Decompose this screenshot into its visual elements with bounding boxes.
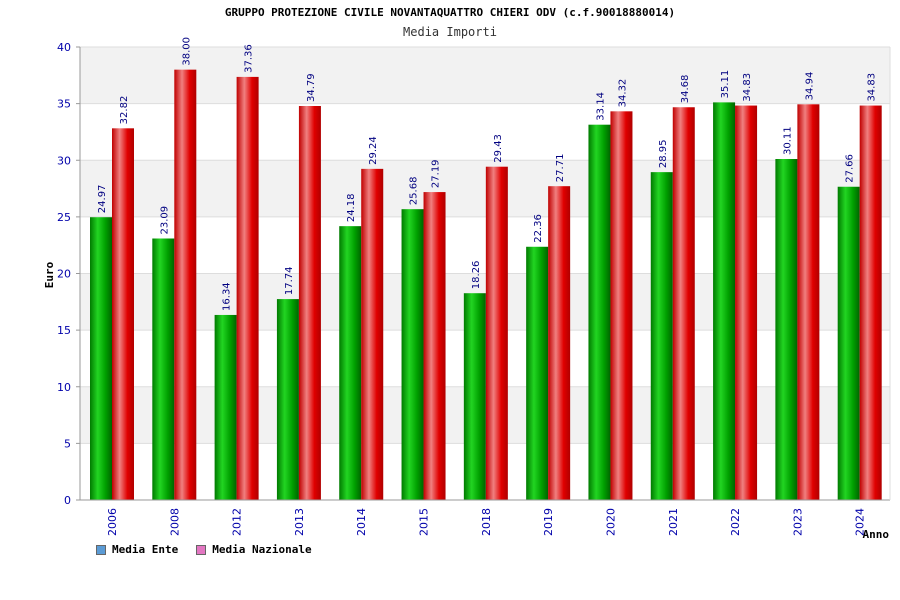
bar-media-ente-2022 [713, 102, 736, 501]
bar-media-nazionale-2015 [423, 192, 446, 501]
bar-media-nazionale-2023 [797, 104, 820, 500]
value-label-media-ente-2014: 24.18 [346, 194, 357, 223]
legend-label-media-ente: Media Ente [112, 543, 179, 556]
value-label-media-ente-2023: 30.11 [782, 126, 793, 155]
chart-subtitle: Media Importi [403, 25, 497, 39]
legend-swatch-media-ente [96, 544, 106, 555]
y-tick-label: 40 [57, 41, 71, 54]
bar-media-nazionale-2021 [672, 107, 695, 501]
x-tick-label-2023: 2023 [791, 508, 804, 536]
legend-item-media-ente: Media Ente [96, 543, 178, 556]
bar-media-ente-2013 [276, 299, 299, 500]
x-axis-label: Anno [863, 528, 890, 541]
value-label-media-nazionale-2012: 37.36 [244, 44, 255, 73]
x-tick-label-2014: 2014 [355, 508, 368, 536]
y-tick-label: 30 [57, 154, 71, 167]
bar-media-nazionale-2019 [548, 186, 571, 500]
bar-media-ente-2012 [214, 314, 237, 500]
value-label-media-ente-2012: 16.34 [222, 282, 233, 311]
bar-media-ente-2021 [650, 172, 673, 501]
legend-item-media-nazionale: Media Nazionale [196, 543, 312, 556]
value-label-media-nazionale-2008: 38.00 [181, 37, 192, 66]
value-label-media-ente-2006: 24.97 [97, 185, 108, 214]
value-label-media-nazionale-2020: 34.32 [617, 79, 628, 108]
x-tick-label-2008: 2008 [168, 508, 181, 536]
value-label-media-nazionale-2018: 29.43 [493, 134, 504, 163]
value-label-media-nazionale-2021: 34.68 [680, 75, 691, 104]
y-axis-label: Euro [43, 261, 56, 288]
bar-media-ente-2019 [526, 246, 549, 500]
value-label-media-ente-2015: 25.68 [409, 177, 420, 206]
y-tick-label: 20 [57, 268, 71, 281]
value-label-media-nazionale-2023: 34.94 [804, 72, 815, 101]
x-tick-label-2021: 2021 [667, 508, 680, 536]
x-tick-label-2012: 2012 [231, 508, 244, 536]
y-tick-label: 15 [57, 324, 71, 337]
x-tick-label-2019: 2019 [542, 508, 555, 536]
value-label-media-ente-2020: 33.14 [595, 92, 606, 121]
x-tick-label-2018: 2018 [480, 508, 493, 536]
bar-media-nazionale-2022 [735, 105, 758, 501]
value-label-media-ente-2013: 17.74 [284, 266, 295, 295]
value-label-media-ente-2021: 28.95 [658, 140, 669, 169]
value-label-media-ente-2019: 22.36 [533, 214, 544, 243]
value-label-media-ente-2008: 23.09 [159, 206, 170, 235]
bar-media-nazionale-2013 [298, 106, 321, 501]
x-tick-label-2015: 2015 [418, 508, 431, 536]
value-label-media-nazionale-2022: 34.83 [742, 73, 753, 102]
legend-label-media-nazionale: Media Nazionale [212, 543, 312, 556]
value-label-media-ente-2018: 18.26 [471, 261, 482, 290]
value-label-media-nazionale-2024: 34.83 [867, 73, 878, 102]
bar-media-nazionale-2018 [485, 166, 508, 500]
bar-media-ente-2020 [588, 124, 611, 500]
value-label-media-nazionale-2015: 27.19 [431, 159, 442, 188]
legend: Media Ente Media Nazionale [96, 543, 312, 556]
x-tick-label-2020: 2020 [604, 508, 617, 536]
y-tick-label: 5 [64, 437, 71, 450]
value-label-media-nazionale-2014: 29.24 [368, 136, 379, 165]
y-tick-label: 10 [57, 381, 71, 394]
chart-title: GRUPPO PROTEZIONE CIVILE NOVANTAQUATTRO … [224, 6, 676, 19]
y-tick-label: 35 [57, 98, 71, 111]
value-label-media-nazionale-2019: 27.71 [555, 154, 566, 183]
value-label-media-ente-2022: 35.11 [720, 70, 731, 99]
grid-band [80, 47, 890, 104]
bar-media-ente-2014 [339, 226, 362, 500]
x-tick-label-2022: 2022 [729, 508, 742, 536]
value-label-media-nazionale-2006: 32.82 [119, 96, 130, 125]
x-tick-label-2006: 2006 [106, 508, 119, 536]
bar-media-ente-2018 [463, 293, 486, 500]
bar-media-nazionale-2020 [610, 111, 633, 501]
bar-media-ente-2006 [90, 217, 112, 500]
y-tick-label: 25 [57, 211, 71, 224]
bar-media-ente-2024 [837, 186, 860, 501]
grid-band [80, 160, 890, 217]
bar-media-ente-2008 [152, 238, 175, 501]
value-label-media-nazionale-2013: 34.79 [306, 73, 317, 102]
value-label-media-ente-2024: 27.66 [845, 154, 856, 183]
legend-swatch-media-nazionale [196, 544, 207, 555]
bar-media-ente-2023 [775, 159, 798, 500]
bar-media-nazionale-2014 [361, 168, 384, 500]
x-tick-label-2013: 2013 [293, 508, 306, 536]
bar-media-nazionale-2008 [174, 69, 197, 501]
y-tick-label: 0 [64, 494, 71, 507]
bar-media-nazionale-2012 [236, 76, 259, 500]
bar-media-nazionale-2006 [112, 128, 134, 500]
bar-media-ente-2015 [401, 209, 424, 500]
bar-media-nazionale-2024 [859, 105, 882, 501]
x-tick-label-2024: 2024 [854, 508, 867, 536]
